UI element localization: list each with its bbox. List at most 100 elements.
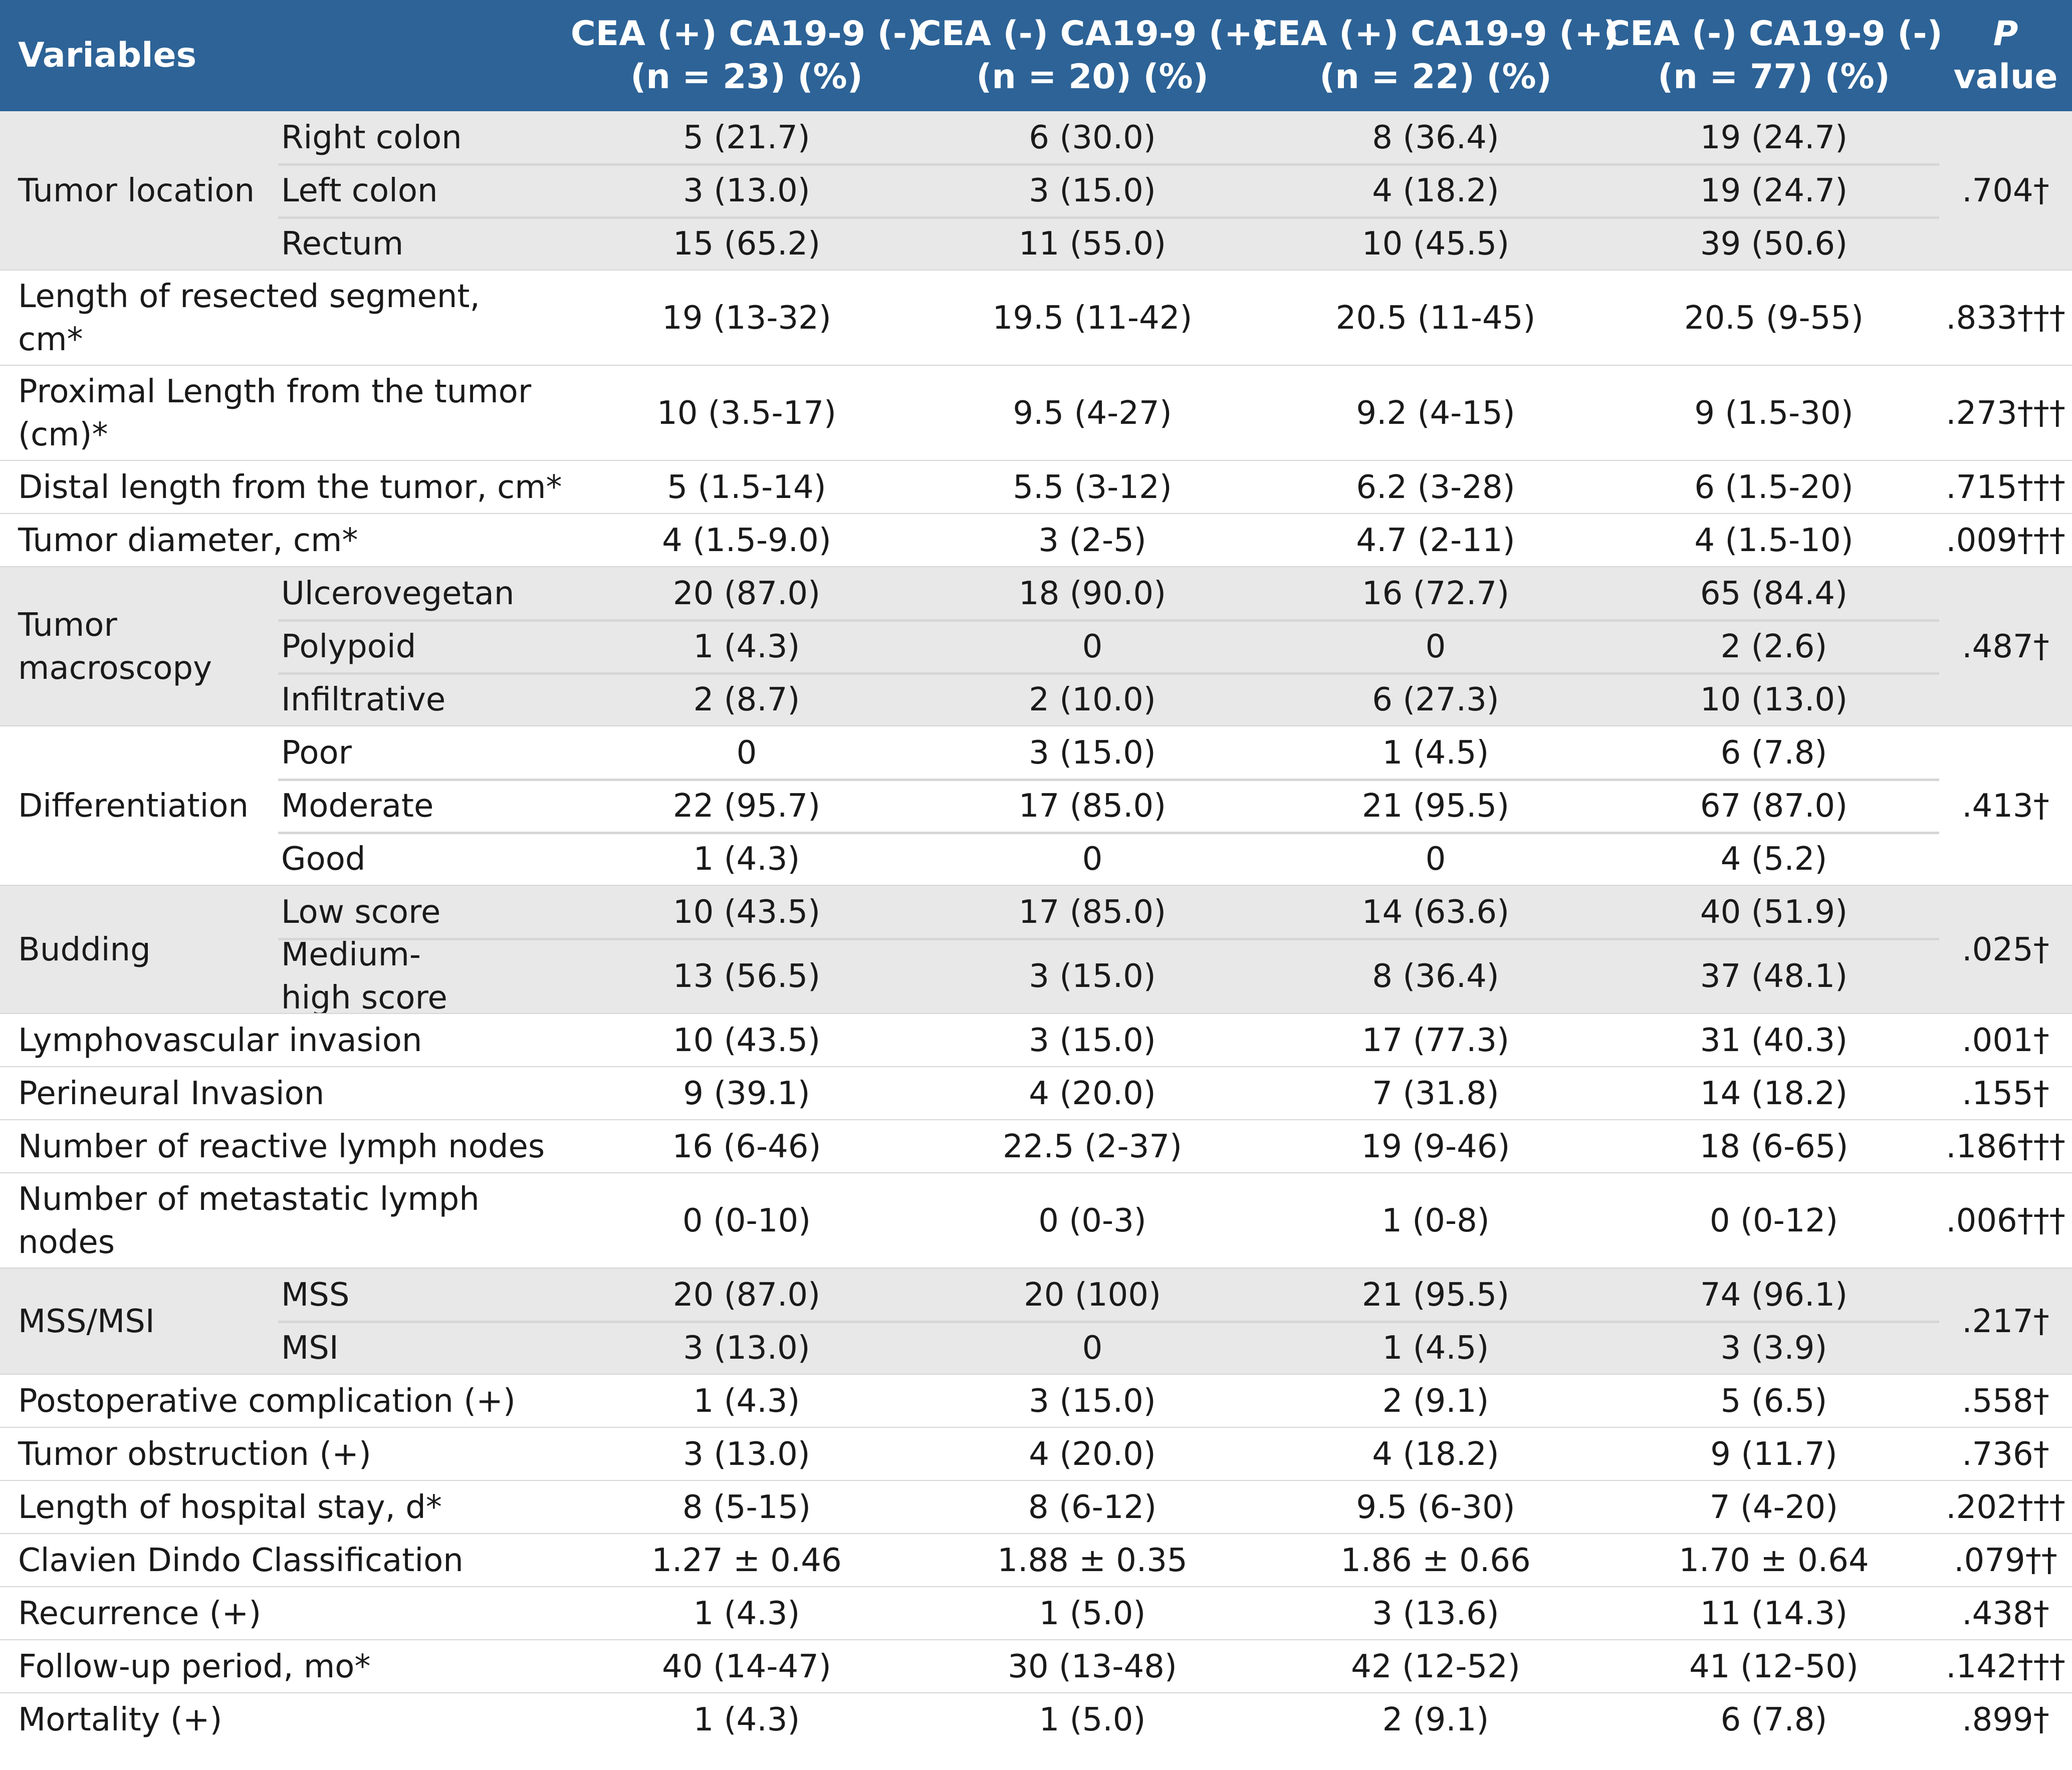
row-band-background (0, 1014, 2072, 1067)
row-band-background (0, 1534, 2072, 1587)
row-label: Length of hospital stay, d* (18, 1489, 442, 1526)
value-cell: 9 (39.1) (683, 1075, 810, 1112)
value-cell: 8 (36.4) (1372, 958, 1499, 995)
value-cell: 67 (87.0) (1700, 788, 1848, 825)
row-sublabel: Low score (281, 894, 441, 931)
header-variables-label: Variables (18, 36, 197, 75)
value-cell: 0 (1082, 841, 1103, 878)
row-band-background (0, 1640, 2072, 1693)
value-cell: 1 (4.3) (693, 628, 800, 665)
header-col2-line1: CEA (-) CA19-9 (+) (916, 14, 1269, 54)
subrow-divider (278, 938, 1939, 940)
row-label: Proximal Length from the tumor (cm)* (18, 373, 532, 453)
value-cell: 20 (87.0) (672, 575, 821, 612)
header-col4-line1: CEA (-) CA19-9 (-) (1605, 14, 1943, 54)
p-value: .715††† (1946, 469, 2065, 506)
value-cell: 4 (5.2) (1720, 841, 1827, 878)
row-band-background (0, 1481, 2072, 1534)
value-cell: 0 (0-12) (1709, 1202, 1838, 1239)
value-cell: 0 (736, 734, 757, 772)
row-sublabel: Poor (281, 734, 352, 772)
value-cell: 10 (13.0) (1700, 681, 1848, 718)
value-cell: 2 (8.7) (693, 681, 800, 718)
value-cell: 19 (9-46) (1361, 1128, 1510, 1165)
value-cell: 9 (11.7) (1710, 1436, 1837, 1473)
subrow-divider (278, 619, 1939, 622)
value-cell: 7 (31.8) (1372, 1075, 1499, 1112)
table-header: Variables CEA (+) CA19-9 (-) (n = 23) (%… (0, 0, 2072, 111)
p-value: .736† (1962, 1436, 2049, 1473)
header-col1-line2: (n = 23) (%) (630, 57, 863, 97)
value-cell: 19 (13-32) (662, 300, 831, 337)
row-sublabel: Rectum (281, 225, 404, 263)
value-cell: 0 (1082, 628, 1103, 665)
p-value: .833††† (1946, 300, 2065, 337)
row-sublabel: Medium-high score (281, 936, 447, 1017)
value-cell: 18 (90.0) (1018, 575, 1167, 612)
value-cell: 1 (5.0) (1039, 1595, 1146, 1632)
value-cell: 0 (0-3) (1038, 1202, 1146, 1239)
row-label: Perineural Invasion (18, 1075, 325, 1112)
header-col3-line2: (n = 22) (%) (1319, 57, 1552, 97)
row-band-background (0, 366, 2072, 461)
subrow-divider (278, 832, 1939, 834)
subrow-divider (278, 163, 1939, 166)
header-col3-line1: CEA (+) CA19-9 (+) (1252, 14, 1619, 54)
row-sublabel: Polypoid (281, 628, 416, 665)
value-cell: 14 (63.6) (1361, 894, 1510, 931)
value-cell: 21 (95.5) (1361, 1277, 1510, 1314)
value-cell: 6 (1.5-20) (1694, 469, 1854, 506)
p-value: .155† (1962, 1075, 2049, 1112)
value-cell: 0 (1425, 841, 1446, 878)
row-label: Clavien Dindo Classification (18, 1542, 464, 1579)
row-band-background (0, 1067, 2072, 1120)
value-cell: 4.7 (2-11) (1356, 522, 1515, 559)
value-cell: 0 (1082, 1330, 1103, 1367)
row-band-background (0, 1375, 2072, 1428)
value-cell: 3 (2-5) (1038, 522, 1146, 559)
value-cell: 1 (0-8) (1382, 1202, 1490, 1239)
row-sublabel: MSI (281, 1330, 339, 1367)
row-sublabel: Ulcerovegetan (281, 575, 515, 612)
header-pvalue: P value (1939, 0, 2072, 111)
p-value: .142††† (1946, 1648, 2065, 1685)
row-label: Tumor macroscopy (18, 607, 212, 687)
p-value: .704† (1962, 172, 2049, 209)
value-cell: 4 (20.0) (1029, 1436, 1156, 1473)
p-value: .558† (1962, 1383, 2049, 1420)
value-cell: 8 (6-12) (1028, 1489, 1157, 1526)
value-cell: 9.5 (4-27) (1013, 395, 1172, 432)
value-cell: 13 (56.5) (672, 958, 821, 995)
value-cell: 9 (1.5-30) (1694, 395, 1854, 432)
value-cell: 40 (14-47) (662, 1648, 831, 1685)
header-col4-line2: (n = 77) (%) (1658, 57, 1890, 97)
row-band-background (0, 1587, 2072, 1640)
row-label: Tumor obstruction (+) (18, 1436, 371, 1473)
value-cell: 19 (24.7) (1700, 172, 1848, 209)
value-cell: 4 (18.2) (1372, 172, 1499, 209)
p-value: .009††† (1946, 522, 2065, 559)
row-sublabel: Right colon (281, 119, 462, 156)
value-cell: 4 (18.2) (1372, 1436, 1499, 1473)
row-band-background (0, 1428, 2072, 1481)
value-cell: 10 (3.5-17) (656, 395, 837, 432)
subrow-divider (278, 672, 1939, 675)
value-cell: 6 (7.8) (1720, 734, 1827, 772)
row-label: Postoperative complication (+) (18, 1383, 516, 1420)
value-cell: 39 (50.6) (1700, 225, 1848, 263)
value-cell: 5.5 (3-12) (1013, 469, 1172, 506)
value-cell: 16 (72.7) (1361, 575, 1510, 612)
header-variables: Variables (0, 0, 511, 111)
value-cell: 17 (85.0) (1018, 894, 1167, 931)
p-value: .186††† (1946, 1128, 2065, 1165)
value-cell: 9.2 (4-15) (1356, 395, 1515, 432)
value-cell: 1 (4.3) (693, 1701, 800, 1738)
header-pvalue-line1: P (1993, 14, 2018, 54)
p-value: .487† (1962, 628, 2049, 665)
header-pvalue-line2: value (1953, 57, 2058, 97)
value-cell: 5 (6.5) (1720, 1383, 1827, 1420)
value-cell: 21 (95.5) (1361, 788, 1510, 825)
p-value: .006††† (1946, 1202, 2065, 1239)
value-cell: 2 (9.1) (1382, 1383, 1489, 1420)
row-label: MSS/MSI (18, 1303, 155, 1340)
